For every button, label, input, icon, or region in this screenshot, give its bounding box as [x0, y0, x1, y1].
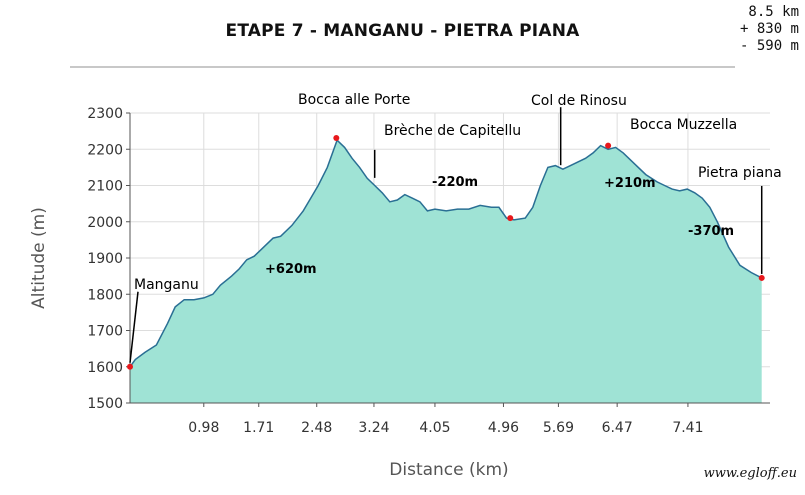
x-tick-label: 4.05: [419, 420, 450, 436]
y-tick-label: 1700: [87, 324, 123, 340]
x-tick-label: 6.47: [602, 420, 633, 436]
label-breche-de-capitellu: Brèche de Capitellu: [384, 123, 521, 139]
x-tick-label: 5.69: [543, 420, 574, 436]
delta-label-descent-1: -220m: [432, 175, 478, 190]
x-tick-label: 1.71: [243, 420, 274, 436]
delta-label-ascent-2: +210m: [604, 176, 656, 191]
y-tick-label: 1500: [87, 396, 123, 412]
delta-label-ascent-1: +620m: [265, 262, 317, 277]
y-tick-label: 2300: [87, 106, 123, 122]
y-tick-label: 1800: [87, 287, 123, 303]
elevation-line: [129, 138, 763, 368]
stage-stats: 8.5 km + 830 m - 590 m: [740, 4, 799, 55]
label-bocca-muzzella: Bocca Muzzella: [630, 117, 737, 133]
y-tick-label: 2100: [87, 179, 123, 195]
chart-title: ETAPE 7 - MANGANU - PIETRA PIANA: [225, 21, 580, 41]
label-pietra-piana: Pietra piana: [698, 165, 782, 181]
credit-text: www.egloff.eu: [703, 466, 797, 481]
y-tick-label: 2200: [87, 142, 123, 158]
leader-line: [129, 291, 139, 363]
label-bocca-alle-porte: Bocca alle Porte: [298, 92, 410, 108]
x-tick-label: 3.24: [358, 420, 389, 436]
descent-stat: - 590 m: [739, 38, 799, 54]
label-col-de-rinosu: Col de Rinosu: [531, 93, 627, 109]
x-tick-labels: 0.98 1.71 2.48 3.24 4.05 4.96 5.69 6.47 7.41: [188, 403, 704, 436]
title-divider: [70, 66, 735, 68]
waypoint-marker: [127, 363, 133, 370]
waypoint-marker: [333, 135, 340, 142]
y-tick-label: 1600: [87, 360, 123, 376]
waypoint-marker: [507, 215, 514, 222]
x-axis-label: Distance (km): [389, 460, 508, 480]
x-tick-label: 0.98: [188, 420, 219, 436]
waypoint-markers: [127, 135, 765, 370]
y-tick-label: 2000: [87, 215, 123, 231]
label-manganu: Manganu: [134, 277, 199, 293]
waypoint-marker: [605, 142, 612, 149]
y-axis-label: Altitude (m): [29, 207, 49, 309]
distance-stat: 8.5 km: [748, 4, 799, 20]
x-tick-label: 7.41: [672, 420, 703, 436]
y-tick-label: 1900: [87, 251, 123, 267]
delta-label-descent-2: -370m: [688, 224, 734, 239]
ascent-stat: + 830 m: [739, 21, 799, 37]
waypoint-marker: [758, 274, 765, 281]
x-tick-label: 4.96: [488, 420, 519, 436]
elevation-area: [130, 140, 762, 403]
y-tick-labels: 1500 1600 1700 1800 1900 2000 2100 2200 2300: [87, 106, 130, 412]
annotation-leaders: [129, 107, 763, 363]
x-tick-label: 2.48: [301, 420, 332, 436]
